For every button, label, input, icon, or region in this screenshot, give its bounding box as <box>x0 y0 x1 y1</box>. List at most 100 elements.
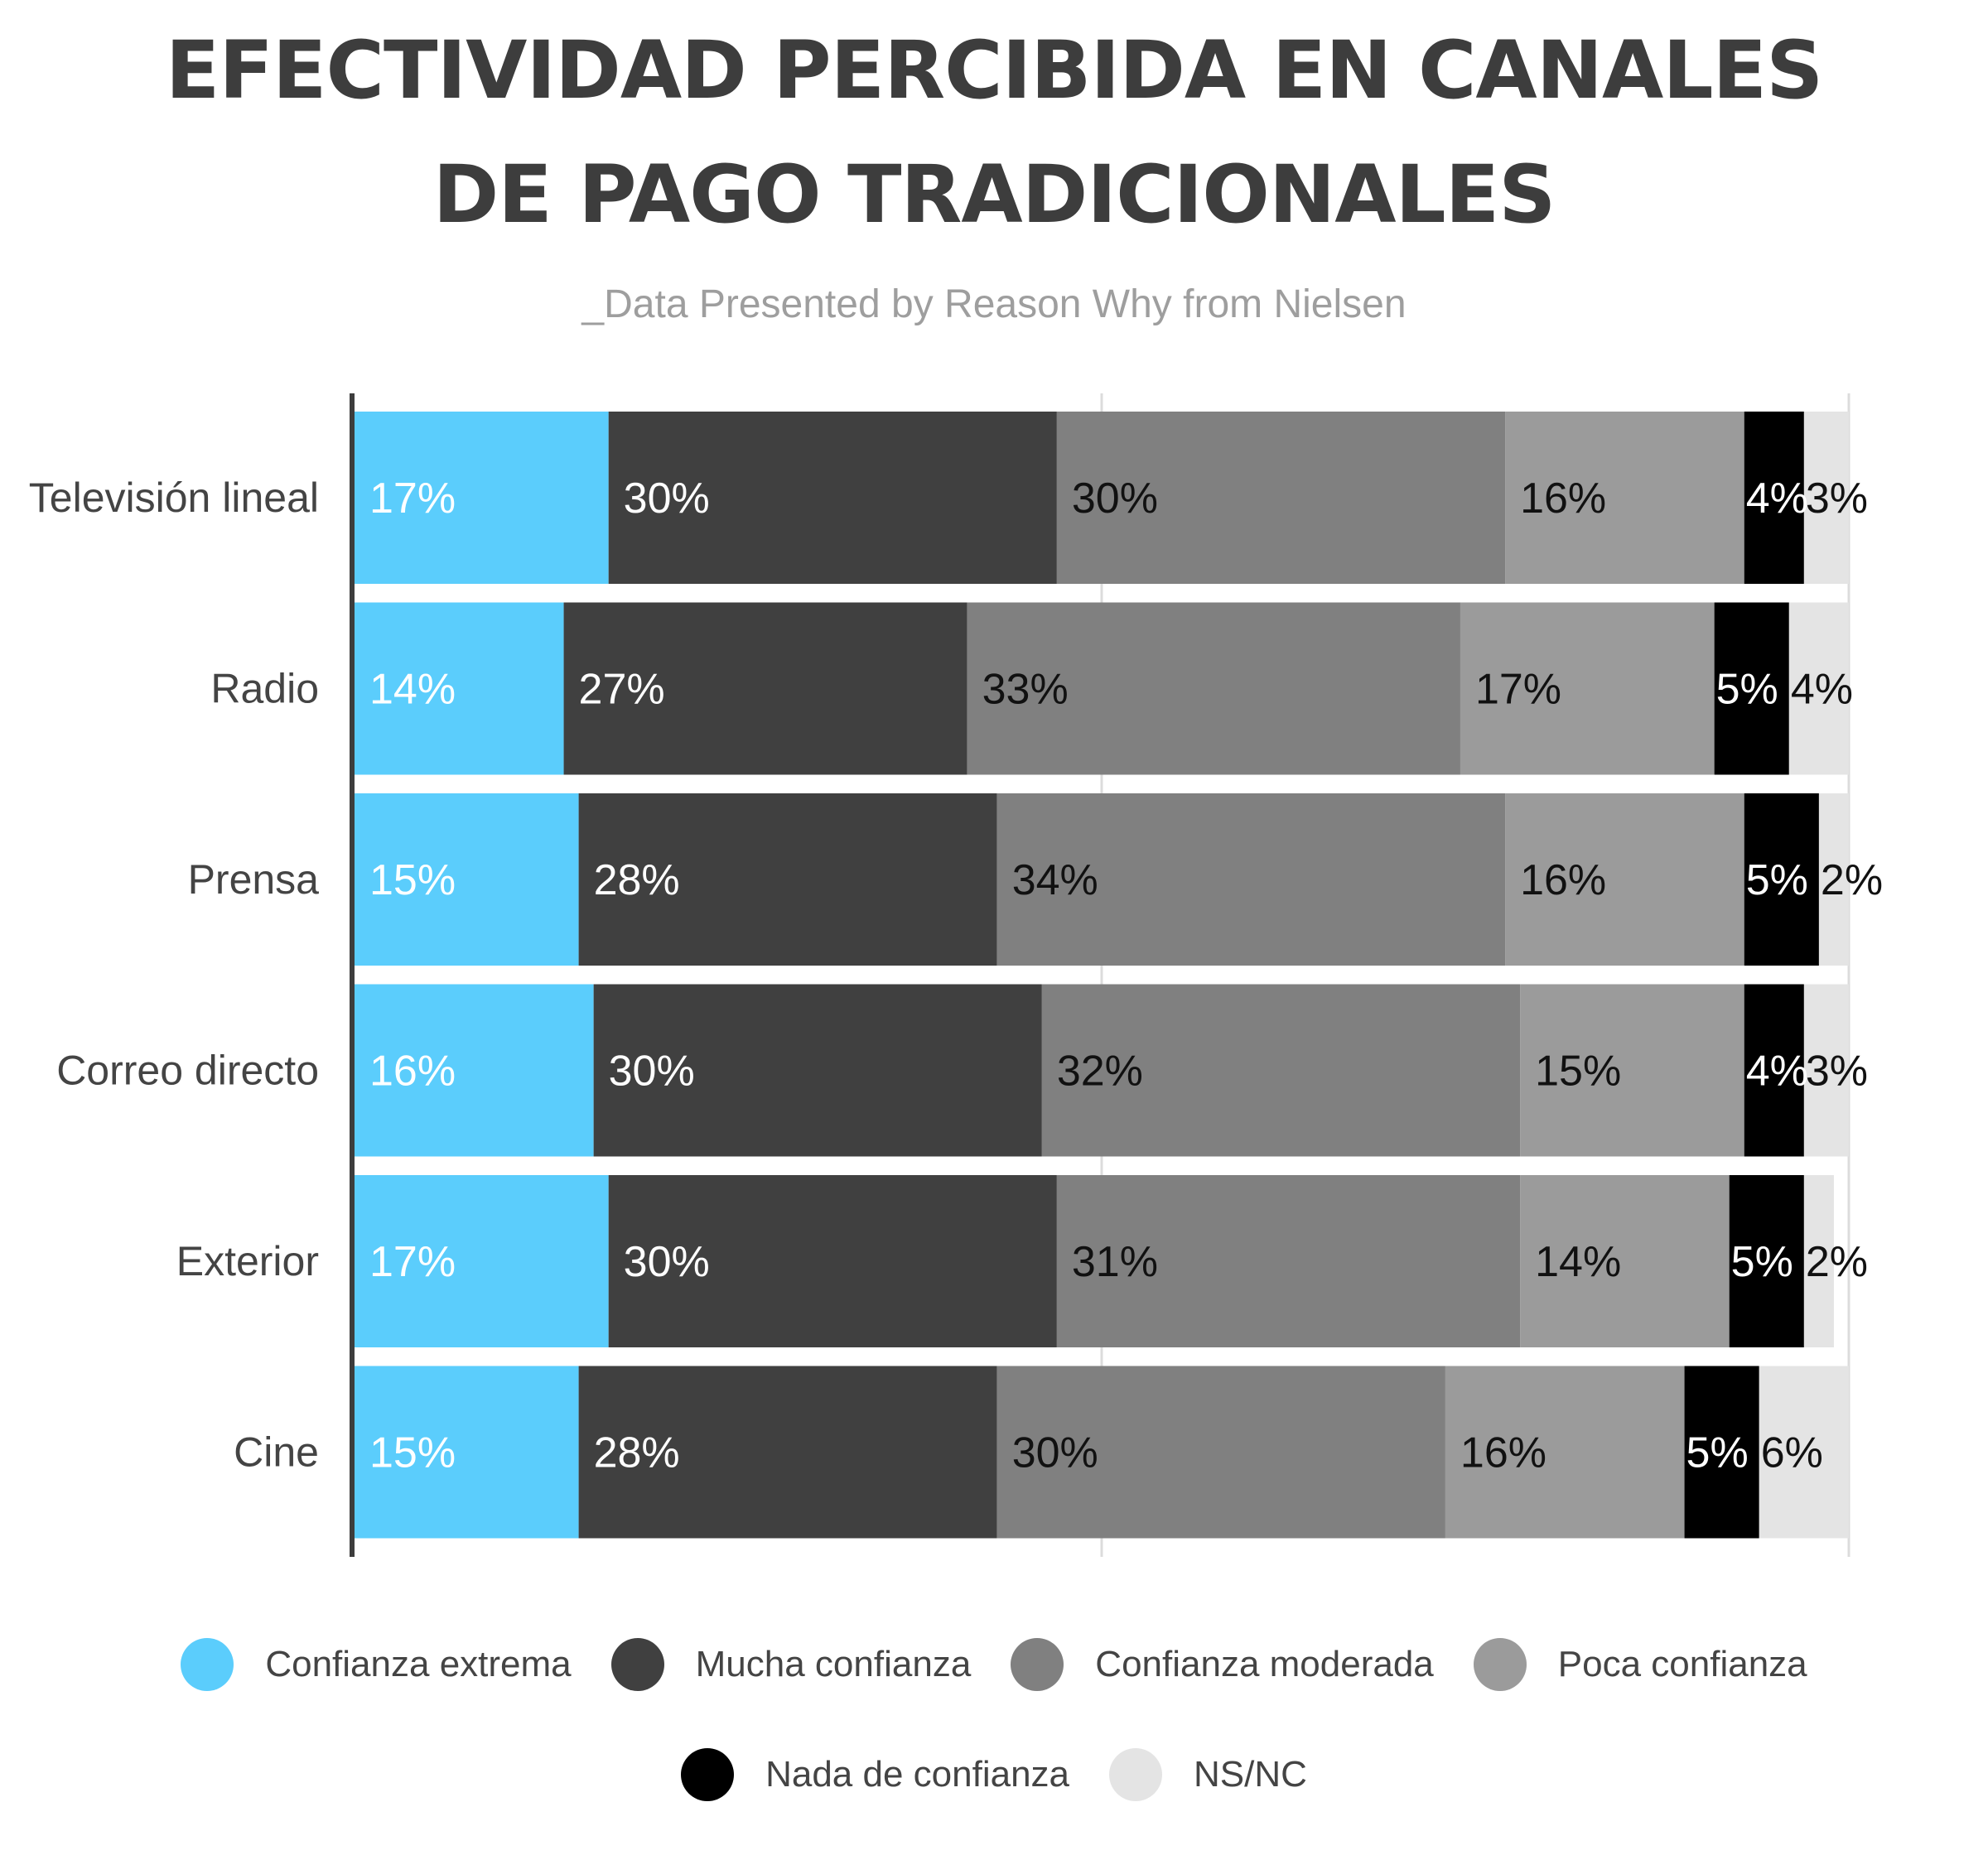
data-label: 16% <box>1520 856 1606 904</box>
bar-segment-confianza-moderada <box>1056 1175 1521 1347</box>
bar-segment-mucha-confianza <box>578 793 997 966</box>
legend-row: Nada de confianza NS/NC <box>0 1746 1988 1804</box>
data-label: 15% <box>369 856 456 904</box>
legend-item-confianza-extrema: Confianza extrema <box>181 1638 572 1691</box>
legend-swatch <box>1473 1638 1527 1691</box>
data-label: 4% <box>1746 1048 1808 1096</box>
bar-segment-nada-de-confianza <box>1729 1175 1804 1347</box>
data-label: 6% <box>1761 1429 1823 1477</box>
bar-segment-ns-nc <box>1759 1366 1849 1539</box>
bar-segment-ns-nc <box>1803 984 1849 1157</box>
category-label: Prensa <box>188 856 320 903</box>
data-label: 2% <box>1821 856 1883 904</box>
chart-subtitle: _Data Presented by Reason Why from Niels… <box>581 282 1407 326</box>
legend-swatch <box>610 1638 664 1691</box>
data-label: 15% <box>369 1429 456 1477</box>
data-label: 16% <box>369 1048 456 1096</box>
category-label: Exterior <box>176 1238 319 1284</box>
legend-swatch <box>681 1748 735 1801</box>
category-label: Radio <box>210 666 319 712</box>
data-label: 3% <box>1806 475 1868 523</box>
data-label: 34% <box>1012 856 1098 904</box>
data-label: 14% <box>369 666 456 714</box>
bar-segment-confianza-moderada <box>1056 412 1506 584</box>
data-label: 17% <box>1475 666 1561 714</box>
bar-segment-confianza-moderada <box>996 793 1506 966</box>
bar-segment-mucha-confianza <box>578 1366 997 1539</box>
data-label: 14% <box>1535 1238 1621 1286</box>
bar-segment-mucha-confianza <box>563 602 967 775</box>
legend-item-ns-nc: NS/NC <box>1109 1748 1307 1801</box>
bar-segment-confianza-moderada <box>1041 984 1521 1157</box>
chart-title: EFECTIVIDAD PERCIBIDA EN CANALES DE PAGO… <box>165 24 1823 241</box>
bar-segment-mucha-confianza <box>608 412 1057 584</box>
data-label: 33% <box>982 666 1069 714</box>
data-label: 32% <box>1057 1048 1143 1096</box>
data-label: 16% <box>1460 1429 1546 1477</box>
bar-segment-confianza-moderada <box>967 602 1460 775</box>
bar-segment-nada-de-confianza <box>1744 793 1819 966</box>
bar-segment-ns-nc <box>1803 412 1849 584</box>
bar-segment-confianza-extrema <box>355 1175 609 1347</box>
category-label: Televisión lineal <box>29 475 319 521</box>
bar-segment-poca-confianza <box>1505 793 1744 966</box>
data-label: 2% <box>1806 1238 1868 1286</box>
bar-segment-ns-nc <box>1818 793 1849 966</box>
data-label: 31% <box>1072 1238 1158 1286</box>
bar-segment-nada-de-confianza <box>1744 984 1804 1157</box>
legend-label: Poca confianza <box>1557 1644 1807 1684</box>
legend-label: Confianza moderada <box>1095 1644 1434 1684</box>
bar-segment-ns-nc <box>1803 1175 1834 1347</box>
legend-item-poca-confianza: Poca confianza <box>1473 1638 1807 1691</box>
legend-swatch <box>1011 1638 1064 1691</box>
data-label: 17% <box>369 475 456 523</box>
data-label: 5% <box>1686 1429 1749 1477</box>
bar-segment-confianza-extrema <box>355 984 594 1157</box>
bar-segment-poca-confianza <box>1505 412 1744 584</box>
data-label: 3% <box>1806 1048 1868 1096</box>
data-label: 28% <box>594 856 680 904</box>
legend-label: Confianza extrema <box>265 1644 572 1684</box>
data-label: 16% <box>1520 475 1606 523</box>
bar-segment-nada-de-confianza <box>1684 1366 1759 1539</box>
data-label: 15% <box>1535 1048 1621 1096</box>
legend-item-confianza-moderada: Confianza moderada <box>1011 1638 1434 1691</box>
bar-segment-nada-de-confianza <box>1714 602 1789 775</box>
data-label: 30% <box>1072 475 1158 523</box>
bar-segment-poca-confianza <box>1520 984 1744 1157</box>
bar-segment-poca-confianza <box>1445 1366 1685 1539</box>
data-label: 4% <box>1746 475 1808 523</box>
category-label: Correo directo <box>56 1048 319 1094</box>
data-label: 5% <box>1716 666 1778 714</box>
bar-segment-confianza-moderada <box>996 1366 1445 1539</box>
legend-item-mucha-confianza: Mucha confianza <box>610 1638 972 1691</box>
legend-label: Mucha confianza <box>695 1644 972 1684</box>
bar-segment-nada-de-confianza <box>1744 412 1804 584</box>
legend-swatch <box>1109 1748 1163 1801</box>
data-label: 4% <box>1791 666 1853 714</box>
data-label: 30% <box>624 475 710 523</box>
category-label: Cine <box>234 1429 319 1476</box>
legend-item-nada-de-confianza: Nada de confianza <box>681 1748 1069 1801</box>
legend-label: Nada de confianza <box>765 1754 1070 1795</box>
legend-swatch <box>181 1638 234 1691</box>
legend-label: NS/NC <box>1194 1754 1307 1795</box>
bar-segment-confianza-extrema <box>355 1366 579 1539</box>
data-label: 5% <box>1731 1238 1793 1286</box>
data-label: 30% <box>609 1048 695 1096</box>
bar-segment-poca-confianza <box>1460 602 1715 775</box>
legend-row: Confianza extrema Mucha confianza Confianz… <box>0 1636 1988 1694</box>
stacked-bar-chart: Televisión lineal 17% 30% 30% 16% 4%3%Radio 14… <box>29 393 1883 1557</box>
data-label: 30% <box>1012 1429 1098 1477</box>
data-label: 17% <box>369 1238 456 1286</box>
bar-segment-ns-nc <box>1788 602 1849 775</box>
bar-segment-poca-confianza <box>1520 1175 1730 1347</box>
data-label: 30% <box>624 1238 710 1286</box>
data-label: 27% <box>579 666 665 714</box>
data-label: 5% <box>1746 856 1808 904</box>
bar-segment-mucha-confianza <box>593 984 1042 1157</box>
bar-segment-mucha-confianza <box>608 1175 1057 1347</box>
bar-segment-confianza-extrema <box>355 602 564 775</box>
bar-segment-confianza-extrema <box>355 412 609 584</box>
bar-segment-confianza-extrema <box>355 793 579 966</box>
